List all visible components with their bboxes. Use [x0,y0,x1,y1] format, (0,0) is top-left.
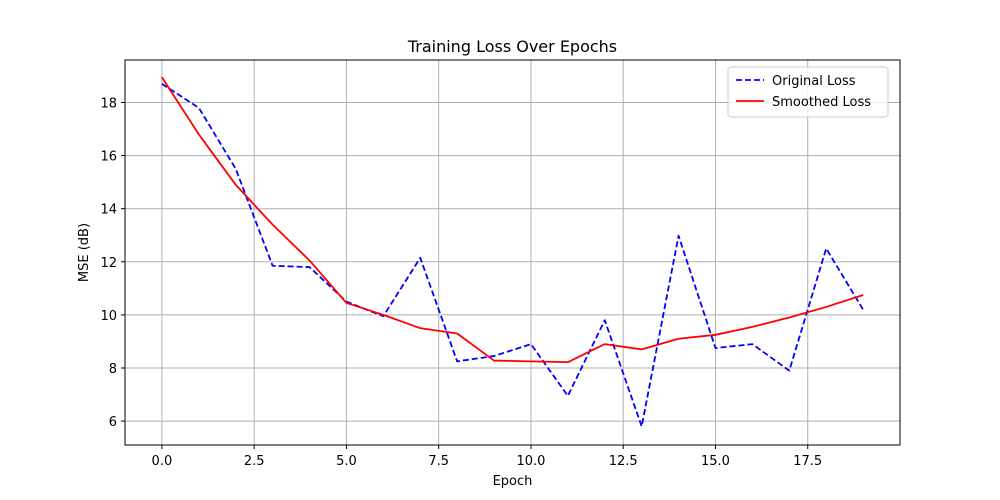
grid-lines [125,60,900,445]
legend-label: Smoothed Loss [772,95,871,110]
y-tick-label: 14 [100,203,117,218]
series-layer [161,76,864,428]
x-axis-label: Epoch [493,474,533,489]
series-line-2 [161,76,864,364]
plot-frame [124,59,901,446]
x-tick-label: 5.0 [336,454,357,469]
legend-label: Original Loss [772,74,856,89]
x-axis-ticks: 0.0 2.5 5.0 7.5 10.0 12.5 15.0 17.5 [152,445,822,469]
x-tick-label: 10.0 [516,454,545,469]
y-tick-label: 12 [100,256,117,271]
x-tick-label: 15.0 [701,454,730,469]
legend-box [727,66,889,118]
x-tick-label: 2.5 [244,454,265,469]
y-axis-ticks: 6 8 10 12 14 16 18 [100,96,125,430]
y-tick-label: 6 [109,415,117,430]
x-tick-label: 12.5 [609,454,638,469]
y-tick-label: 10 [100,309,117,324]
x-tick-label: 0.0 [152,454,173,469]
x-tick-label: 17.5 [793,454,822,469]
y-tick-label: 16 [100,150,117,165]
y-tick-label: 18 [100,96,117,111]
legend: Original Loss Smoothed Loss [727,66,889,118]
y-tick-label: 8 [109,362,117,377]
y-axis-label: MSE (dB) [77,223,92,282]
x-tick-label: 7.5 [428,454,449,469]
series-line-1 [161,83,864,428]
chart-title: Training Loss Over Epochs [407,37,617,56]
